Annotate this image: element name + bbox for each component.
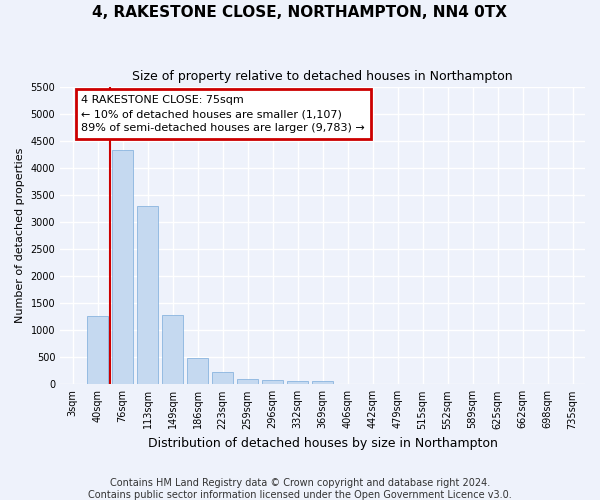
Bar — [137, 206, 158, 384]
Y-axis label: Number of detached properties: Number of detached properties — [15, 148, 25, 324]
Bar — [162, 315, 183, 384]
Bar — [312, 382, 333, 384]
Bar — [212, 372, 233, 384]
Bar — [237, 380, 258, 384]
Bar — [287, 382, 308, 384]
Bar — [112, 150, 133, 384]
Text: 4, RAKESTONE CLOSE, NORTHAMPTON, NN4 0TX: 4, RAKESTONE CLOSE, NORTHAMPTON, NN4 0TX — [92, 5, 508, 20]
Text: Contains HM Land Registry data © Crown copyright and database right 2024.
Contai: Contains HM Land Registry data © Crown c… — [88, 478, 512, 500]
Bar — [187, 358, 208, 384]
Bar — [87, 316, 108, 384]
X-axis label: Distribution of detached houses by size in Northampton: Distribution of detached houses by size … — [148, 437, 497, 450]
Title: Size of property relative to detached houses in Northampton: Size of property relative to detached ho… — [132, 70, 513, 83]
Text: 4 RAKESTONE CLOSE: 75sqm
← 10% of detached houses are smaller (1,107)
89% of sem: 4 RAKESTONE CLOSE: 75sqm ← 10% of detach… — [82, 95, 365, 133]
Bar — [262, 380, 283, 384]
